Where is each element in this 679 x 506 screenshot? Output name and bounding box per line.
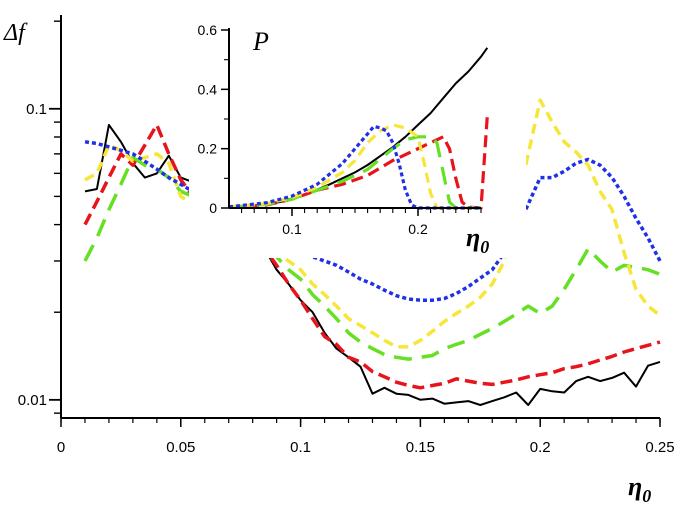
inset-chart: 0.1 0.2 00.20.40.6 P η0 — [189, 10, 526, 258]
inset-series-group — [228, 47, 489, 210]
main-x-axis-label: η0 — [628, 472, 651, 506]
inset-series-blue — [228, 124, 481, 210]
inset-x-axis-label: η0 — [466, 223, 489, 257]
main-series-blue — [84, 140, 662, 302]
main-x-tick-label: 0.15 — [406, 439, 435, 456]
inset-background — [189, 10, 526, 258]
main-x-axis-label-eta: η — [628, 472, 642, 501]
main-y-ticks: 0.01 0.1 — [18, 101, 61, 409]
inset-x-tick-label: 0.2 — [408, 221, 428, 237]
inset-series-green — [228, 135, 481, 210]
inset-x-axis-label-subscript: 0 — [480, 237, 489, 257]
inset-y-axis-label: P — [252, 27, 269, 56]
main-x-tick-label: 0.25 — [645, 439, 674, 456]
main-series-yellow — [84, 98, 662, 349]
inset-x-tick-label: 0.1 — [282, 221, 302, 237]
main-series-red — [83, 123, 661, 390]
main-y-minor-ticks — [54, 20, 61, 414]
main-x-tick-label: 0.1 — [290, 439, 311, 456]
inset-y-tick-label: 0.2 — [198, 141, 218, 157]
main-y-axis-label: Δf — [3, 20, 28, 46]
inset-y-tick-label: 0 — [209, 200, 217, 216]
main-x-ticks: 0 0.05 0.1 0.15 0.2 0.25 — [57, 418, 675, 456]
inset-series-red — [228, 115, 489, 210]
main-y-tick-label: 0.1 — [26, 101, 47, 118]
inset-x-axis-label-eta: η — [466, 223, 480, 252]
inset-x-ticks: 0.1 0.2 — [241, 208, 482, 237]
main-x-tick-label: 0.05 — [166, 439, 195, 456]
main-chart: 0 0.05 0.1 0.15 0.2 0.25 0.010.1 Δf η0 — [3, 15, 675, 506]
inset-series-yellow — [228, 123, 481, 210]
inset-y-tick-label: 0.6 — [198, 22, 218, 38]
main-x-tick-label: 0.2 — [530, 439, 551, 456]
main-y-tick-label: 0.01 — [18, 392, 47, 409]
main-series-group — [83, 98, 662, 406]
inset-y-tick-label: 0.4 — [198, 81, 218, 97]
inset-y-ticks: 0 0.2 0.4 0.6 — [198, 22, 229, 216]
main-x-axis-label-subscript: 0 — [642, 486, 651, 506]
main-x-tick-label: 0 — [57, 439, 65, 456]
